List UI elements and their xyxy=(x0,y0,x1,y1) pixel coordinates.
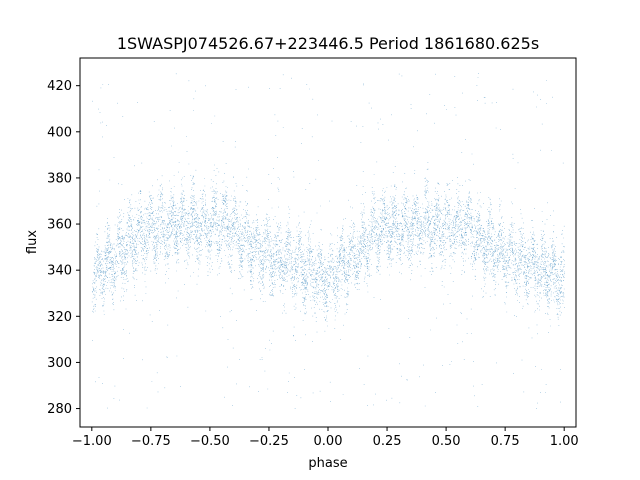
x-tick-label: 0.25 xyxy=(373,434,402,449)
x-tick-label: 0.00 xyxy=(314,434,343,449)
y-tick-label: 280 xyxy=(47,402,72,417)
y-tick-label: 420 xyxy=(47,79,72,94)
y-tick-label: 360 xyxy=(47,218,72,233)
y-tick-label: 320 xyxy=(47,310,72,325)
x-axis: −1.00 −0.75 −0.50 −0.25 0.00 0.25 0.50 0.75 1.00 xyxy=(72,427,579,449)
x-tick-label: −0.50 xyxy=(190,434,230,449)
x-tick-label: 0.50 xyxy=(432,434,461,449)
x-tick-label: −1.00 xyxy=(72,434,112,449)
x-tick-label: −0.25 xyxy=(249,434,289,449)
x-axis-label: phase xyxy=(308,456,347,471)
x-tick-label: 0.75 xyxy=(491,434,520,449)
y-tick-label: 380 xyxy=(47,171,72,186)
y-axis: 280 300 320 340 360 380 400 420 xyxy=(47,79,80,417)
y-tick-label: 400 xyxy=(47,125,72,140)
y-tick-label: 300 xyxy=(47,356,72,371)
x-tick-label: 1.00 xyxy=(550,434,579,449)
chart-title: 1SWASPJ074526.67+223446.5 Period 1861680… xyxy=(117,34,539,53)
y-tick-label: 340 xyxy=(47,264,72,279)
y-axis-label: flux xyxy=(25,230,40,254)
x-tick-label: −0.75 xyxy=(131,434,171,449)
